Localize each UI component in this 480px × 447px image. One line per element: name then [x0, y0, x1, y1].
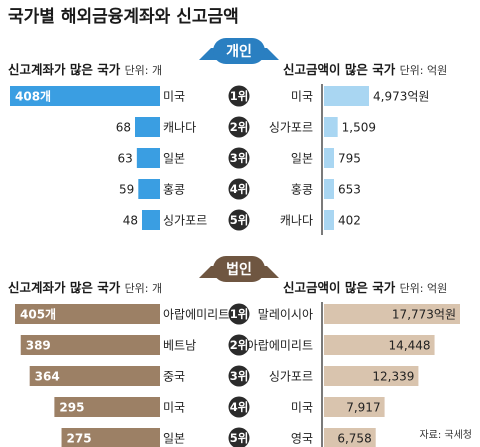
- corporate-right-unit: 단위: 억원: [400, 282, 448, 295]
- left-value-label: 389: [26, 339, 51, 353]
- right-country-label: 싱가포르: [269, 370, 313, 384]
- right-value-label: 795: [338, 152, 361, 166]
- rank-label: 1위: [230, 307, 249, 321]
- left-bar: [29, 366, 160, 386]
- rank-label: 1위: [230, 89, 249, 103]
- right-bar: [324, 179, 334, 199]
- left-value-label: 408개: [15, 90, 51, 104]
- right-value-label: 6,758: [337, 432, 371, 446]
- right-bar: [324, 86, 369, 106]
- right-country-label: 아랍에미리트: [247, 339, 313, 353]
- right-country-label: 미국: [291, 90, 313, 104]
- rank-circle: [228, 85, 250, 107]
- right-bar: [324, 148, 334, 168]
- left-value-label: 68: [116, 121, 131, 135]
- left-bar: [10, 86, 160, 106]
- left-country-label: 일본: [163, 152, 185, 166]
- corporate-badge-label: 법인: [226, 261, 252, 278]
- left-country-label: 미국: [163, 401, 185, 415]
- right-value-label: 14,448: [389, 339, 431, 353]
- rank-circle: [228, 147, 250, 169]
- right-bar: [324, 397, 385, 417]
- rank-label: 3위: [230, 151, 249, 165]
- right-value-label: 17,773억원: [392, 308, 456, 322]
- rank-label: 2위: [230, 338, 249, 352]
- corporate-right-title: 신고금액이 많은 국가 단위: 억원: [283, 280, 447, 295]
- individual-left-unit: 단위: 개: [125, 64, 163, 77]
- left-bar: [61, 428, 160, 447]
- right-country-label: 홍콩: [291, 183, 313, 197]
- right-value-label: 7,917: [346, 401, 380, 415]
- chart-title: 국가별 해외금융계좌와 신고금액: [8, 7, 239, 27]
- right-country-label: 미국: [291, 401, 313, 415]
- rank-label: 5위: [230, 431, 249, 445]
- source-note: 자료: 국세청: [419, 429, 472, 441]
- left-bar: [142, 210, 160, 230]
- right-value-label: 12,339: [372, 370, 414, 384]
- rank-label: 4위: [230, 400, 249, 414]
- left-bar: [138, 179, 160, 199]
- corporate-badge: [213, 256, 265, 282]
- rank-circle: [228, 427, 250, 447]
- left-country-label: 아랍에미리트: [163, 308, 229, 322]
- rank-label: 2위: [230, 120, 249, 134]
- right-bar: [324, 335, 435, 355]
- right-country-label: 싱가포르: [269, 121, 313, 135]
- right-value-label: 1,509: [342, 121, 376, 135]
- left-value-label: 295: [59, 401, 84, 415]
- individual-right-title: 신고금액이 많은 국가 단위: 억원: [283, 62, 447, 77]
- rank-label: 4위: [230, 182, 249, 196]
- individual-badge: [213, 38, 265, 64]
- right-value-label: 4,973억원: [373, 90, 429, 104]
- right-country-label: 캐나다: [280, 214, 313, 228]
- left-value-label: 48: [123, 214, 138, 228]
- right-value-label: 402: [338, 214, 361, 228]
- rank-circle: [228, 365, 250, 387]
- right-country-label: 일본: [291, 152, 313, 166]
- rank-label: 3위: [230, 369, 249, 383]
- right-bar: [324, 304, 460, 324]
- left-bar: [54, 397, 160, 417]
- left-country-label: 미국: [163, 90, 185, 104]
- rank-label: 5위: [230, 213, 249, 227]
- left-value-label: 59: [119, 183, 134, 197]
- rank-circle: [228, 178, 250, 200]
- left-country-label: 베트남: [163, 339, 196, 353]
- rank-circle: [228, 209, 250, 231]
- right-bar: [324, 210, 334, 230]
- left-value-label: 275: [67, 432, 92, 446]
- rank-circle: [228, 334, 250, 356]
- right-bar: [324, 366, 419, 386]
- left-bar: [135, 117, 160, 137]
- rank-circle: [228, 116, 250, 138]
- left-value-label: 405개: [20, 308, 56, 322]
- left-country-label: 캐나다: [163, 121, 196, 135]
- left-value-label: 364: [35, 370, 60, 384]
- individual-left-title: 신고계좌가 많은 국가 단위: 개: [8, 62, 162, 77]
- left-country-label: 홍콩: [163, 183, 185, 197]
- corporate-left-title: 신고계좌가 많은 국가 단위: 개: [8, 280, 162, 295]
- individual-badge-label: 개인: [226, 43, 252, 60]
- rank-circle: [228, 396, 250, 418]
- left-value-label: 63: [118, 152, 133, 166]
- right-bar: [324, 117, 338, 137]
- individual-right-unit: 단위: 억원: [400, 64, 448, 77]
- right-country-label: 영국: [291, 432, 313, 446]
- right-value-label: 653: [338, 183, 361, 197]
- left-country-label: 일본: [163, 432, 185, 446]
- rank-circle: [228, 303, 250, 325]
- corporate-left-unit: 단위: 개: [125, 282, 163, 295]
- right-country-label: 말레이시아: [258, 308, 313, 322]
- left-bar: [15, 304, 160, 324]
- left-country-label: 중국: [163, 370, 185, 384]
- left-bar: [20, 335, 161, 355]
- left-bar: [136, 148, 160, 168]
- left-country-label: 싱가포르: [163, 214, 207, 228]
- right-bar: [324, 428, 376, 447]
